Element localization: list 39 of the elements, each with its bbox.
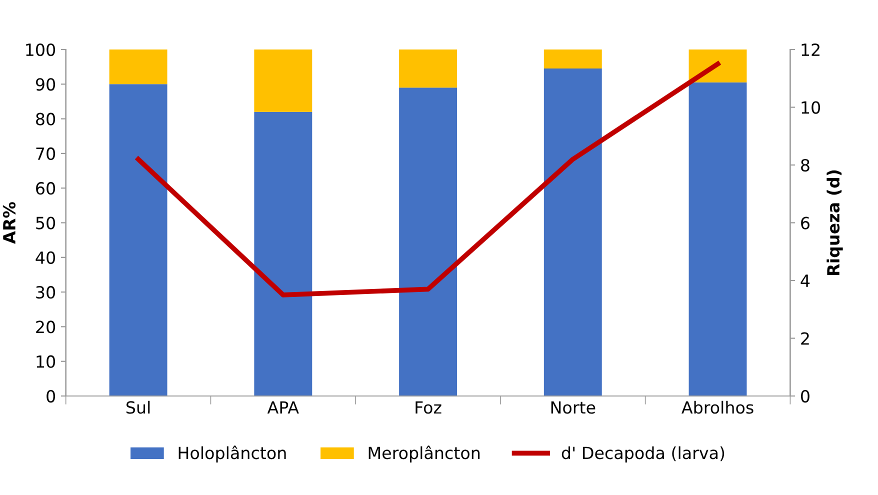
y-tick-label: 80	[36, 112, 56, 126]
bar	[254, 112, 312, 396]
x-tick-label: Sul	[126, 400, 150, 414]
x-tick-label: Norte	[551, 401, 596, 414]
y-axis-title: AR%	[2, 202, 16, 244]
y2-tick-label: 10	[802, 101, 820, 114]
y2-tick-label: 12	[802, 43, 820, 56]
y-tick-label: 0	[46, 390, 56, 403]
y2-tick-label: 8	[801, 158, 810, 172]
y-tick-label: 40	[36, 251, 56, 264]
x-tick-label: Foz	[416, 401, 442, 414]
y-tick-label: 60	[36, 182, 56, 195]
bar	[109, 84, 168, 396]
y2-tick-label: 4	[800, 274, 810, 287]
y2-axis-title: Riqueza (d)	[826, 170, 843, 275]
y-tick-label: 90	[36, 78, 56, 91]
bar	[399, 88, 457, 396]
y-tick-label: 100	[26, 43, 56, 56]
bar	[544, 50, 602, 69]
x-tick-label: APA	[267, 401, 299, 414]
legend-label: Holoplâncton	[178, 446, 286, 462]
bar	[688, 82, 747, 396]
bar	[688, 50, 747, 82]
x-tick-label: Abrolhos	[682, 400, 754, 414]
y2-tick-label: 2	[801, 332, 809, 345]
legend-label: Meroplâncton	[368, 446, 480, 462]
y-tick-label: 30	[36, 286, 56, 299]
y-tick-label: 10	[36, 355, 56, 368]
y-tick-label: 50	[36, 216, 56, 230]
y2-tick-label: 6	[801, 216, 810, 230]
line-series	[136, 62, 720, 298]
bar	[544, 68, 602, 396]
y2-tick-label: 0	[801, 390, 810, 403]
y-tick-label: 70	[36, 147, 56, 160]
legend-label: d' Decapoda (larva)	[562, 446, 724, 462]
bar	[399, 50, 457, 88]
y-tick-label: 20	[36, 320, 56, 334]
bar	[254, 50, 312, 112]
bar	[109, 50, 168, 84]
